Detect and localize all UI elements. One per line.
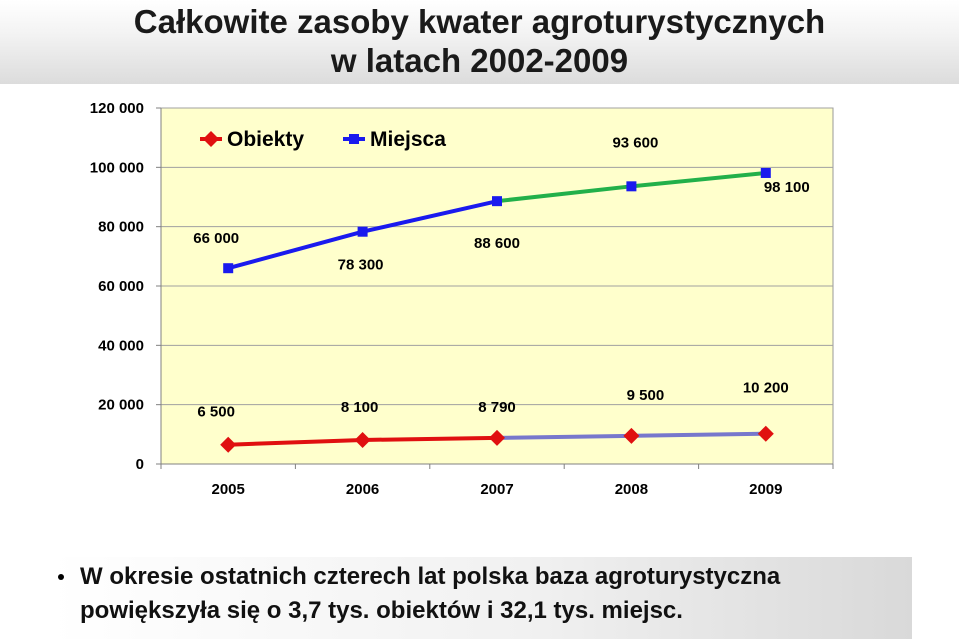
series-line-segment [360, 435, 499, 442]
y-tick-label: 120 000 [90, 100, 144, 117]
y-tick-label: 60 000 [98, 278, 144, 295]
y-tick-label: 40 000 [98, 337, 144, 354]
miejsca-marker [223, 263, 234, 274]
series-markers [220, 167, 774, 453]
x-tick-label: 2007 [480, 481, 513, 498]
y-tick-label: 20 000 [98, 397, 144, 414]
legend-label: Miejsca [370, 128, 446, 151]
legend-label: Obiekty [227, 128, 304, 151]
legend-diamond-icon [203, 131, 219, 147]
y-axis-ticks: 0 20 000 40 000 60 000 80 000 100 000 120 000 [90, 100, 833, 473]
x-tick-label: 2009 [749, 481, 782, 498]
data-label: 9 500 [627, 387, 665, 404]
data-label: 98 100 [764, 179, 810, 196]
series-line-segment [226, 229, 365, 271]
miejsca-marker [760, 167, 771, 178]
y-tick-label: 80 000 [98, 219, 144, 236]
summary-band [52, 557, 912, 639]
y-tick-label: 100 000 [90, 159, 144, 176]
title-band [0, 0, 959, 84]
x-tick-label: 2005 [212, 481, 245, 498]
y-tick-label: 0 [136, 456, 144, 473]
data-label: 8 790 [478, 399, 516, 416]
series-line-segment [360, 199, 499, 234]
legend: Obiekty Miejsca [200, 128, 446, 151]
series-line-segment [226, 437, 365, 447]
obiekty-marker [220, 436, 237, 453]
x-tick-label: 2008 [615, 481, 648, 498]
chart-title-line-1: Całkowite zasoby kwater agroturystycznyc… [133, 3, 826, 40]
series-line-segment [495, 184, 634, 204]
data-label: 78 300 [338, 257, 384, 274]
miejsca-marker [626, 181, 637, 192]
series-line-segment [495, 433, 634, 440]
series-line-segment [629, 431, 768, 438]
chart-title-line-2: w latach 2002-2009 [330, 42, 629, 79]
grid-lines [161, 107, 833, 406]
data-label: 93 600 [612, 134, 658, 151]
bullet-icon [58, 574, 64, 580]
summary-text-line-2: powiększyła się o 3,7 tys. obiektów i 32… [80, 597, 683, 624]
data-label: 6 500 [197, 404, 235, 421]
obiekty-marker [623, 427, 640, 444]
miejsca-marker [357, 226, 368, 237]
data-label: 10 200 [743, 380, 789, 397]
data-labels: 6 500 8 100 8 790 9 500 10 200 66 000 78 300 88… [193, 134, 809, 420]
obiekty-marker [354, 431, 371, 448]
obiekty-marker [489, 429, 505, 446]
series-lines [226, 170, 768, 447]
series-line-segment [629, 170, 768, 189]
legend-square-icon [349, 134, 359, 144]
data-label: 66 000 [193, 230, 239, 247]
x-axis-ticks: 2005 2006 2007 2008 2009 [160, 464, 834, 498]
data-label: 8 100 [341, 399, 379, 416]
x-tick-label: 2006 [346, 481, 379, 498]
summary-text-line-1: W okresie ostatnich czterech lat polska … [80, 563, 781, 590]
data-label: 88 600 [474, 235, 520, 252]
miejsca-marker [492, 196, 502, 207]
obiekty-marker [757, 425, 774, 442]
